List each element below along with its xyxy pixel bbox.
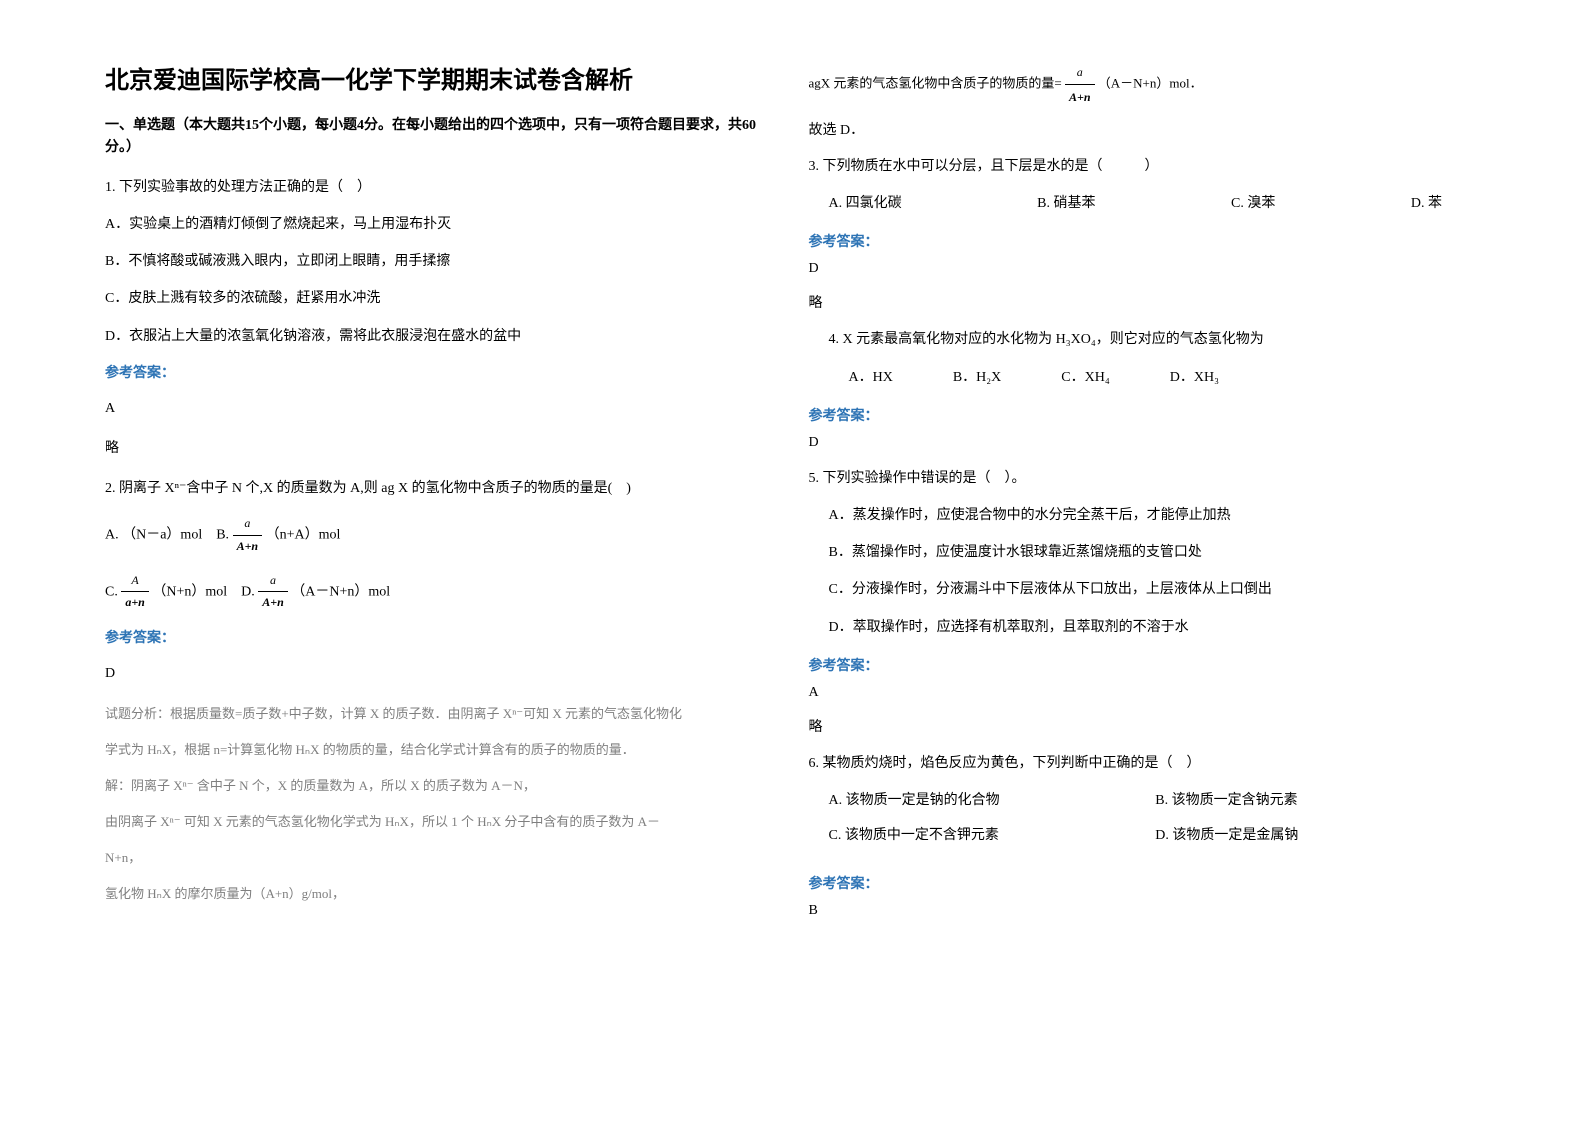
q4-opt-d: D．XH₃: [1170, 365, 1219, 390]
q2-exp3: 解：阴离子 Xⁿ⁻ 含中子 N 个，X 的质量数为 A，所以 X 的质子数为 A…: [105, 773, 779, 799]
q2-opt-ab-suffix: （n+A）mol: [266, 528, 341, 543]
q5-answer: A: [809, 685, 1483, 701]
frac3-num: a: [258, 570, 288, 593]
frac1-den: A+n: [233, 536, 263, 558]
frac2-num: A: [121, 570, 149, 593]
q2-opt-c-prefix: C.: [105, 584, 121, 599]
q2-exp1: 试题分析：根据质量数=质子数+中子数，计算 X 的质子数．由阴离子 Xⁿ⁻可知 …: [105, 701, 779, 727]
q6-opt-b: B. 该物质一定含钠元素: [1155, 788, 1482, 813]
q2-opt-c-suffix: （A－N+n）mol: [291, 584, 390, 599]
q3-opt-a: A. 四氯化碳: [829, 191, 902, 216]
q1-opt-d: D．衣服沾上大量的浓氢氧化钠溶液，需将此衣服浸泡在盛水的盆中: [105, 324, 779, 349]
q3-note: 略: [809, 292, 1483, 312]
fraction-3: a A+n: [258, 570, 288, 614]
q2-exp5: N+n，: [105, 845, 779, 871]
q5-note: 略: [809, 716, 1483, 736]
q6-answer-label: 参考答案：: [809, 873, 1483, 893]
q3-opt-c: C. 溴苯: [1231, 191, 1275, 216]
right-column: agX 元素的气态氢化物中含质子的物质的量= a A+n （A－N+n）mol．…: [794, 60, 1498, 1062]
frac1-num: a: [233, 513, 263, 536]
question-2: 2. 阴离子 Xⁿ⁻含中子 N 个,X 的质量数为 A,则 ag X 的氢化物中…: [105, 476, 779, 907]
q4-opt-a: A．HX: [849, 365, 893, 390]
frac2-den: a+n: [121, 592, 149, 614]
q6-answer: B: [809, 903, 1483, 919]
question-1: 1. 下列实验事故的处理方法正确的是（ ） A．实验桌上的酒精灯倾倒了燃烧起来，…: [105, 175, 779, 462]
q4-opt-c: C．XH₄: [1061, 365, 1109, 390]
fraction-2: A a+n: [121, 570, 149, 614]
q1-opt-a: A．实验桌上的酒精灯倾倒了燃烧起来，马上用湿布扑灭: [105, 212, 779, 237]
q4-opt-b: B．H₂X: [953, 365, 1001, 390]
q1-opt-c: C．皮肤上溅有较多的浓硫酸，赶紧用水冲洗: [105, 286, 779, 311]
q4-answer: D: [809, 435, 1483, 451]
q6-opt-a: A. 该物质一定是钠的化合物: [829, 788, 1156, 813]
fraction-1: a A+n: [233, 513, 263, 557]
q2-answer-label: 参考答案：: [105, 626, 779, 651]
q6-opt-c: C. 该物质中一定不含钾元素: [829, 823, 1156, 848]
q3-answer-label: 参考答案：: [809, 231, 1483, 251]
q1-opt-b: B．不慎将酸或碱液溅入眼内，立即闭上眼睛，用手揉擦: [105, 249, 779, 274]
q1-stem: 1. 下列实验事故的处理方法正确的是（ ）: [105, 175, 779, 200]
q2-answer: D: [105, 661, 779, 686]
frac4-num: a: [1065, 60, 1095, 85]
q5-opt-b: B．蒸馏操作时，应使温度计水银球靠近蒸馏烧瓶的支管口处: [809, 540, 1483, 565]
q2-exp8: 故选 D．: [809, 119, 1483, 139]
q5-opt-c: C．分液操作时，分液漏斗中下层液体从下口放出，上层液体从上口倒出: [809, 577, 1483, 602]
question-4: 4. X 元素最高氧化物对应的水化物为 H₃XO₄，则它对应的气态氢化物为 A．…: [809, 327, 1483, 389]
q5-opt-d: D．萃取操作时，应选择有机萃取剂，且萃取剂的不溶于水: [809, 615, 1483, 640]
section-header: 一、单选题（本大题共15个小题，每小题4分。在每小题给出的四个选项中，只有一项符…: [105, 115, 779, 160]
q4-stem: 4. X 元素最高氧化物对应的水化物为 H₃XO₄，则它对应的气态氢化物为: [829, 327, 1483, 352]
q2-exp4: 由阴离子 Xⁿ⁻ 可知 X 元素的气态氢化物化学式为 HₙX，所以 1 个 Hₙ…: [105, 809, 779, 835]
q6-opt-d: D. 该物质一定是金属钠: [1155, 823, 1482, 848]
q4-answer-label: 参考答案：: [809, 405, 1483, 425]
q2-opts-cd: C. A a+n （N+n）mol D. a A+n （A－N+n）mol: [105, 570, 779, 614]
q2-opts-ab: A. （N－a）mol B. a A+n （n+A）mol: [105, 513, 779, 557]
q2-stem: 2. 阴离子 Xⁿ⁻含中子 N 个,X 的质量数为 A,则 ag X 的氢化物中…: [105, 476, 779, 501]
question-3: 3. 下列物质在水中可以分层，且下层是水的是（ ） A. 四氯化碳 B. 硝基苯…: [809, 154, 1483, 216]
q3-opt-d: D. 苯: [1411, 191, 1442, 216]
q5-answer-label: 参考答案：: [809, 655, 1483, 675]
frac4-den: A+n: [1065, 85, 1095, 109]
q6-stem: 6. 某物质灼烧时，焰色反应为黄色，下列判断中正确的是（ ）: [809, 751, 1483, 776]
q3-options: A. 四氯化碳 B. 硝基苯 C. 溴苯 D. 苯: [809, 191, 1483, 216]
q2-exp2: 学式为 HₙX，根据 n=计算氢化物 HₙX 的物质的量，结合化学式计算含有的质…: [105, 737, 779, 763]
q6-options: A. 该物质一定是钠的化合物 B. 该物质一定含钠元素 C. 该物质中一定不含钾…: [809, 788, 1483, 858]
q2-exp7-suffix: （A－N+n）mol．: [1098, 75, 1203, 90]
question-6: 6. 某物质灼烧时，焰色反应为黄色，下列判断中正确的是（ ） A. 该物质一定是…: [809, 751, 1483, 859]
q3-stem: 3. 下列物质在水中可以分层，且下层是水的是（ ）: [809, 154, 1483, 179]
left-column: 北京爱迪国际学校高一化学下学期期末试卷含解析 一、单选题（本大题共15个小题，每…: [90, 60, 794, 1062]
q1-note: 略: [105, 436, 779, 461]
q3-opt-b: B. 硝基苯: [1037, 191, 1095, 216]
page-title: 北京爱迪国际学校高一化学下学期期末试卷含解析: [105, 60, 779, 95]
frac3-den: A+n: [258, 592, 288, 614]
q4-options: A．HX B．H₂X C．XH₄ D．XH₃: [829, 365, 1483, 390]
q1-answer-label: 参考答案：: [105, 361, 779, 386]
fraction-4: a A+n: [1065, 60, 1095, 109]
question-5: 5. 下列实验操作中错误的是（ ）。 A．蒸发操作时，应使混合物中的水分完全蒸干…: [809, 466, 1483, 640]
q2-exp6: 氢化物 HₙX 的摩尔质量为（A+n）g/mol，: [105, 881, 779, 907]
q1-answer: A: [105, 396, 779, 421]
q2-opt-c-mid: （N+n）mol D.: [152, 584, 258, 599]
q5-stem: 5. 下列实验操作中错误的是（ ）。: [809, 466, 1483, 491]
q2-exp7-prefix: agX 元素的气态氢化物中含质子的物质的量=: [809, 75, 1062, 90]
q3-answer: D: [809, 261, 1483, 277]
q2-exp7: agX 元素的气态氢化物中含质子的物质的量= a A+n （A－N+n）mol．: [809, 60, 1483, 109]
q2-opt-ab-prefix: A. （N－a）mol B.: [105, 528, 233, 543]
q5-opt-a: A．蒸发操作时，应使混合物中的水分完全蒸干后，才能停止加热: [809, 503, 1483, 528]
